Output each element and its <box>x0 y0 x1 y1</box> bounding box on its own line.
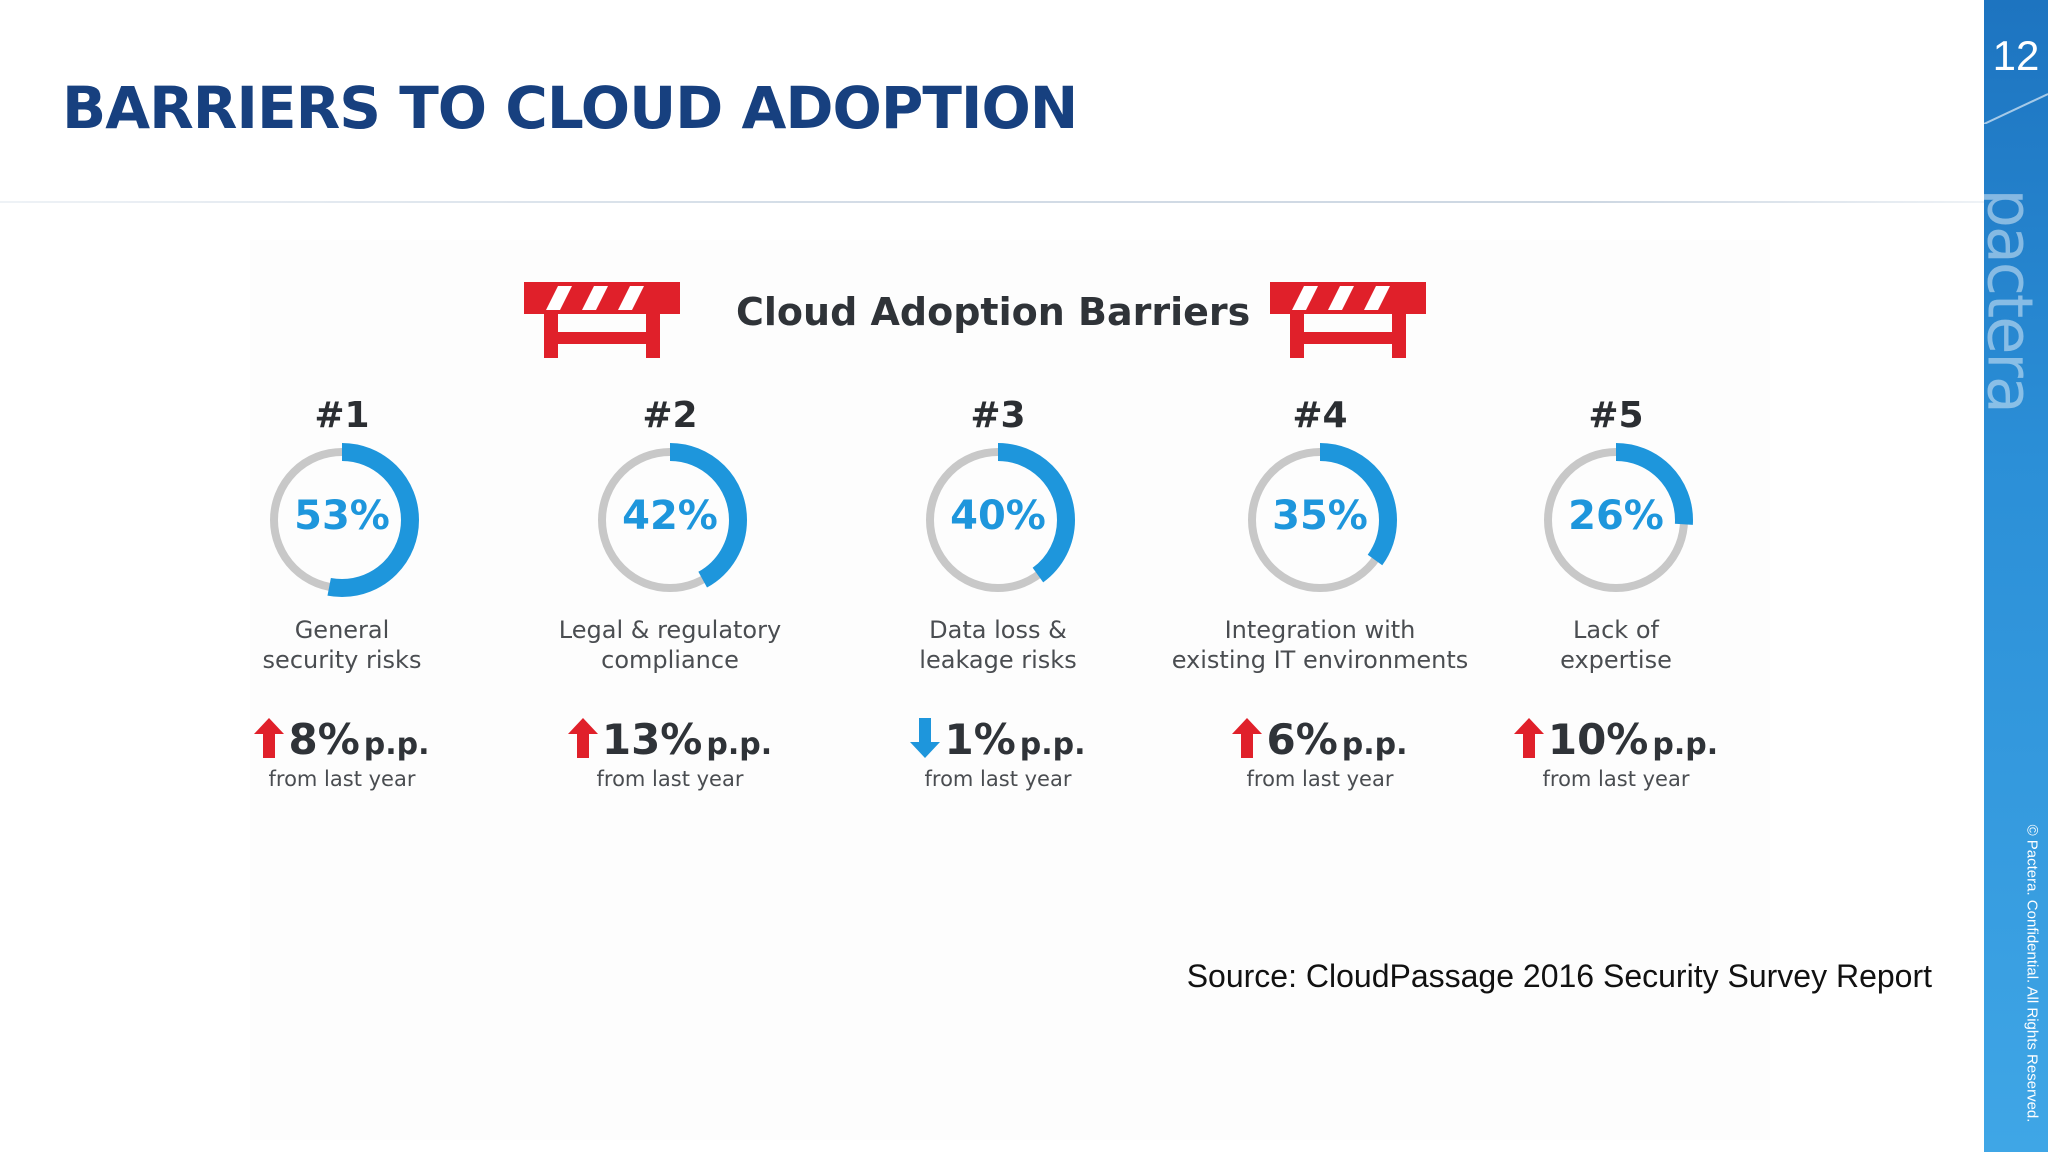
arrow-up-icon <box>1513 718 1544 758</box>
source-citation: Source: CloudPassage 2016 Security Surve… <box>1186 958 1932 994</box>
percentage-label: 42% <box>622 493 718 539</box>
percentage-label: 35% <box>1272 493 1368 539</box>
change-note: from last year <box>596 767 744 791</box>
page-number: 12 <box>1992 32 2040 79</box>
barrier-description: General security risks <box>182 615 502 675</box>
arrow-up-icon <box>254 718 285 758</box>
change-unit: p.p. <box>363 727 430 762</box>
description-line: Legal & regulatory <box>558 616 782 644</box>
percentage-ring <box>921 443 1075 597</box>
percentage-label: 53% <box>294 493 390 539</box>
description-line: existing IT environments <box>1171 646 1469 674</box>
road-barrier-icon <box>1270 282 1426 358</box>
percentage-label: 26% <box>1568 493 1664 539</box>
barrier-item: #3 40% Data loss & leakage risks 1% p.p. from … <box>838 395 1158 795</box>
change-note: from last year <box>1246 767 1394 791</box>
barrier-description: Legal & regulatory compliance <box>510 615 830 675</box>
barrier-rank: #1 <box>314 395 370 436</box>
ring-value-arc <box>921 443 1075 597</box>
barrier-description: Lack of expertise <box>1456 615 1776 675</box>
arrow-up-icon <box>1232 718 1263 758</box>
barrier-rank: #2 <box>642 395 698 436</box>
yearly-change: 10% p.p. <box>1456 715 1776 764</box>
barrier-item: #4 35% Integration with existing IT environ… <box>1160 395 1480 795</box>
brand-sidebar: 12 pactera © Pactera. Confidential. All … <box>1974 0 2048 1152</box>
description-line: Lack of <box>1573 616 1659 644</box>
change-value: 10% <box>1547 715 1649 764</box>
yearly-change: 13% p.p. <box>510 715 830 764</box>
description-line: compliance <box>601 646 739 674</box>
barrier-description: Integration with existing IT environments <box>1160 615 1480 675</box>
infographic-background <box>250 240 1770 1140</box>
ring-value-arc <box>265 443 419 597</box>
barrier-item: #2 42% Legal & regulatory compliance 13% p.p.… <box>510 395 830 795</box>
barrier-rank: #3 <box>970 395 1026 436</box>
barrier-rank: #5 <box>1588 395 1644 436</box>
change-value: 8% <box>288 715 360 764</box>
ring-value-arc <box>1539 443 1693 597</box>
change-value: 1% <box>944 715 1016 764</box>
yearly-change: 1% p.p. <box>838 715 1158 764</box>
barrier-description: Data loss & leakage risks <box>838 615 1158 675</box>
ring-value-arc <box>1243 443 1397 597</box>
slide-title: BARRIERS TO CLOUD ADOPTION <box>62 74 1078 142</box>
change-unit: p.p. <box>706 727 773 762</box>
change-unit: p.p. <box>1019 727 1086 762</box>
arrow-up-icon <box>567 718 598 758</box>
description-line: Integration with <box>1224 616 1416 644</box>
sidebar-accent-line <box>1984 93 2048 124</box>
arrow-down-icon <box>910 718 941 758</box>
description-line: Data loss & <box>929 616 1067 644</box>
change-note: from last year <box>1542 767 1690 791</box>
change-note: from last year <box>924 767 1072 791</box>
description-line: General <box>294 616 390 644</box>
copyright-notice: © Pactera. Confidential. All Rights Rese… <box>2023 824 2041 1123</box>
road-barrier-icon <box>524 282 680 358</box>
change-note: from last year <box>268 767 416 791</box>
percentage-ring <box>1243 443 1397 597</box>
pactera-logo: pactera <box>1973 188 2047 412</box>
yearly-change: 8% p.p. <box>182 715 502 764</box>
title-divider <box>0 201 1984 203</box>
description-line: expertise <box>1560 646 1672 674</box>
change-value: 13% <box>601 715 703 764</box>
change-value: 6% <box>1266 715 1338 764</box>
barrier-item: #1 53% General security risks 8% p.p. from las… <box>182 395 502 795</box>
ring-value-arc <box>593 443 747 597</box>
barrier-rank: #4 <box>1292 395 1348 436</box>
percentage-label: 40% <box>950 493 1046 539</box>
change-unit: p.p. <box>1341 727 1408 762</box>
percentage-ring <box>1539 443 1693 597</box>
percentage-ring <box>265 443 419 597</box>
chart-title: Cloud Adoption Barriers <box>736 290 1251 334</box>
barrier-item: #5 26% Lack of expertise 10% p.p. from last ye… <box>1456 395 1776 795</box>
yearly-change: 6% p.p. <box>1160 715 1480 764</box>
change-unit: p.p. <box>1652 727 1719 762</box>
description-line: leakage risks <box>919 646 1077 674</box>
percentage-ring <box>593 443 747 597</box>
description-line: security risks <box>262 646 422 674</box>
